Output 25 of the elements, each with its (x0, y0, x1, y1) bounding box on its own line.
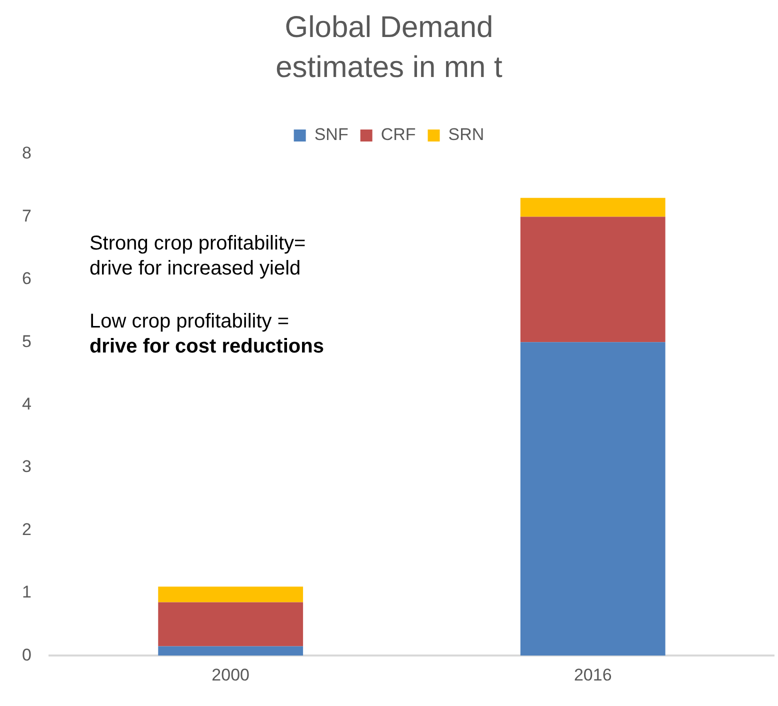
legend-label: SRN (448, 125, 484, 144)
bar (520, 216, 666, 342)
y-tick-label: 2 (22, 520, 32, 539)
bar (158, 586, 304, 602)
bar (520, 198, 666, 217)
y-tick-label: 8 (22, 144, 32, 163)
y-tick-label: 7 (22, 206, 32, 226)
annotation: Strong crop profitability= (89, 232, 306, 255)
annotation: Low crop profitability = (89, 310, 289, 333)
x-tick-label: 2016 (574, 665, 612, 684)
y-tick-label: 0 (22, 645, 32, 664)
bar (520, 342, 666, 656)
chart-title: Global Demand estimates in mn t (274, 10, 504, 86)
legend-label: CRF (380, 125, 416, 144)
y-tick-label: 3 (22, 457, 32, 476)
bar (158, 602, 304, 646)
annotation: drive for increased yield (89, 258, 301, 280)
y-tick-label: 6 (22, 269, 32, 288)
bar (158, 646, 304, 656)
x-tick-label: 2000 (212, 665, 250, 684)
y-tick-label: 5 (22, 332, 32, 351)
y-tick-label: 4 (22, 394, 32, 414)
y-tick-label: 1 (22, 582, 32, 602)
legend-label: SNF (314, 125, 348, 144)
annotation: drive for cost reductions (89, 336, 324, 358)
